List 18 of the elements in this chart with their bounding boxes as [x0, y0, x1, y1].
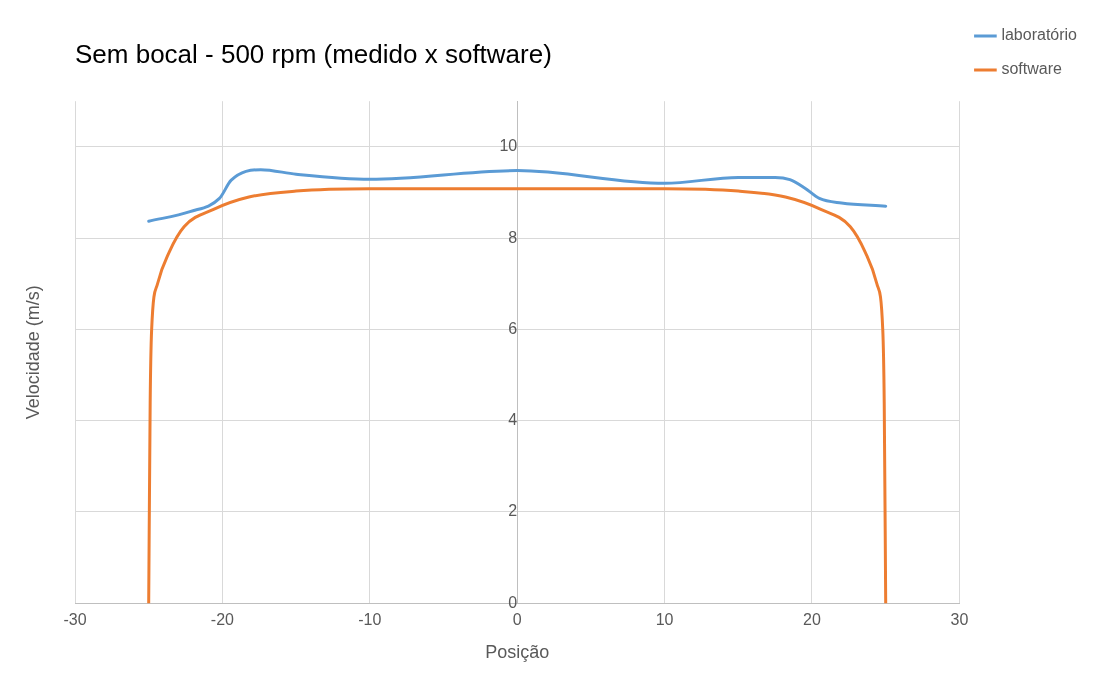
y-tick-label: 0: [508, 593, 518, 611]
y-tick-label: 6: [508, 319, 518, 337]
chart-title: Sem bocal - 500 rpm (medido x software): [75, 38, 552, 69]
y-tick-label: 2: [508, 502, 518, 520]
x-tick-label: 20: [803, 611, 821, 629]
y-axis-title: Velocidade (m/s): [22, 285, 43, 420]
legend-label: software: [1001, 60, 1062, 78]
y-tick-label: 4: [508, 411, 518, 429]
legend-label: laboratório: [1001, 26, 1078, 44]
x-tick-label: -10: [358, 611, 382, 629]
x-tick-label: -20: [210, 611, 235, 629]
line-series: [147, 168, 888, 223]
x-tick-label: -30: [63, 611, 87, 629]
y-tick-label: 8: [508, 228, 518, 246]
x-tick-label: 10: [655, 611, 674, 629]
x-axis-title: Posição: [485, 642, 550, 663]
y-tick-label: 10: [499, 137, 518, 155]
x-tick-label: 30: [950, 611, 969, 629]
